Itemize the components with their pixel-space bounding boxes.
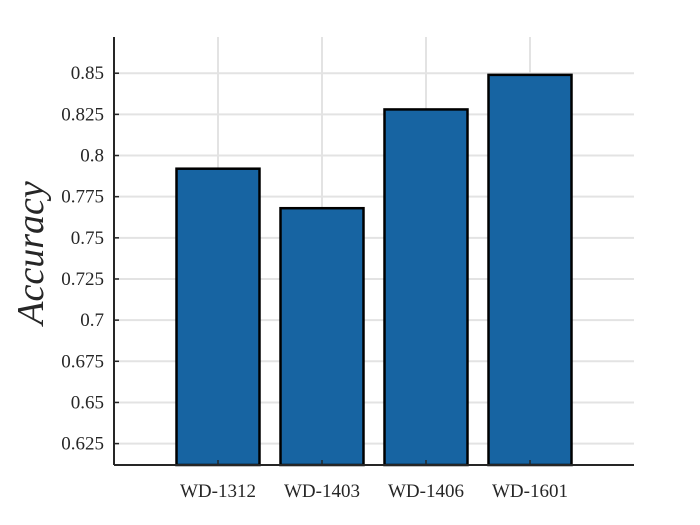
x-tick-label: WD-1601	[492, 481, 568, 502]
axes	[113, 37, 634, 466]
x-tick-label: WD-1312	[180, 481, 256, 502]
bar	[279, 206, 365, 467]
y-axis-label: Accuracy	[10, 181, 52, 328]
bar	[487, 73, 573, 467]
bars	[175, 73, 573, 467]
x-tick-label: WD-1406	[388, 481, 464, 502]
y-axis-ticks: 0.625 0.65 0.675 0.7 0.725 0.75 0.775 0.8 0.825 0…	[61, 63, 531, 465]
y-tick-label: 0.775	[61, 187, 104, 208]
y-tick-label: 0.65	[71, 392, 104, 413]
y-tick-label: 0.7	[80, 310, 104, 331]
y-tick-label: 0.8	[80, 146, 104, 167]
y-tick-label: 0.85	[71, 63, 104, 84]
y-tick-label: 0.625	[61, 434, 104, 455]
x-tick-label: WD-1403	[284, 481, 360, 502]
y-tick-label: 0.825	[61, 104, 104, 125]
x-axis-ticks: WD-1312 WD-1403 WD-1406 WD-1601	[180, 481, 568, 502]
bar	[383, 108, 469, 467]
y-tick-label: 0.75	[71, 228, 104, 249]
bar	[175, 167, 261, 467]
y-tick-label: 0.725	[61, 269, 104, 290]
y-tick-label: 0.675	[61, 351, 104, 372]
